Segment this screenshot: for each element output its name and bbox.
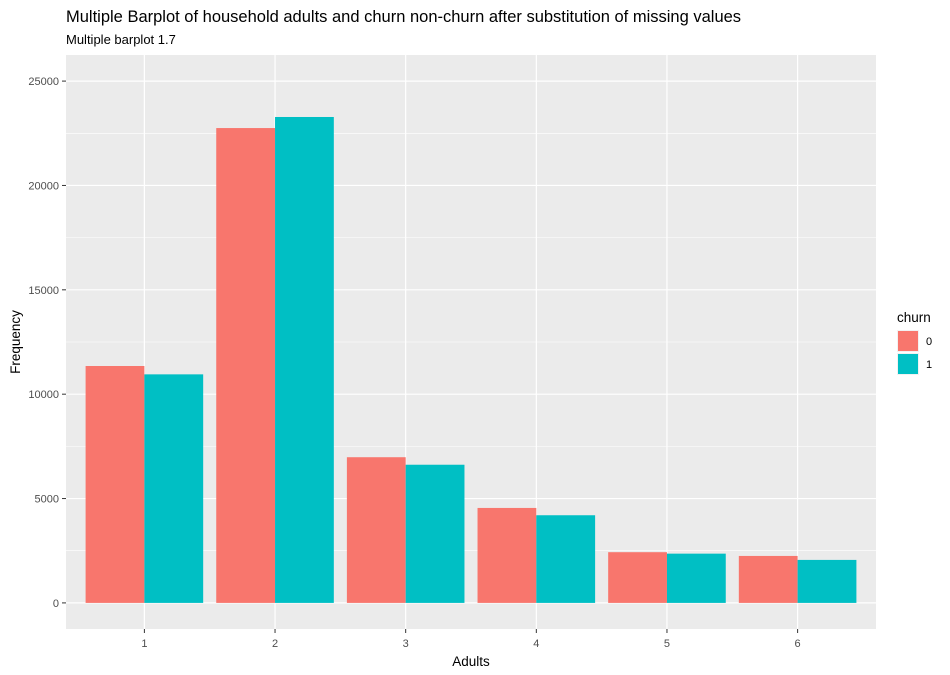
y-tick-label: 5000 (35, 494, 59, 506)
legend-items: 01 (897, 330, 932, 375)
bar (797, 559, 857, 603)
y-tick-label: 25000 (28, 76, 59, 88)
x-tick-label: 2 (272, 638, 278, 650)
y-tick-label: 20000 (28, 180, 59, 192)
x-tick-label: 5 (664, 638, 670, 650)
bar (608, 552, 667, 603)
legend-title: churn (897, 310, 931, 325)
bar (666, 553, 726, 603)
y-axis-title: Frequency (8, 310, 23, 374)
legend: churn 01 (897, 310, 932, 375)
legend-key (898, 354, 918, 374)
x-tick-label: 4 (533, 638, 539, 650)
bar (216, 128, 276, 603)
x-axis-title: Adults (452, 654, 490, 669)
chart-subtitle: Multiple barplot 1.7 (66, 32, 176, 47)
bar (346, 457, 406, 603)
x-axis-ticks: 1 2 3 4 5 6 (141, 629, 801, 650)
y-tick-label: 10000 (28, 389, 59, 401)
legend-label: 1 (926, 359, 932, 371)
y-axis-ticks: 0 5000 10000 15000 20000 25000 (28, 76, 66, 610)
bar (144, 374, 204, 603)
bar (405, 464, 465, 603)
x-tick-label: 3 (403, 638, 409, 650)
y-tick-label: 0 (53, 598, 59, 610)
bars (85, 116, 857, 603)
x-tick-label: 6 (795, 638, 801, 650)
y-tick-label: 15000 (28, 285, 59, 297)
legend-label: 0 (926, 336, 932, 348)
chart-title: Multiple Barplot of household adults and… (66, 8, 741, 26)
x-tick-label: 1 (141, 638, 147, 650)
bar (738, 555, 798, 603)
bar (477, 507, 537, 603)
bar (85, 366, 145, 603)
bar (275, 116, 334, 603)
bar (536, 515, 596, 603)
legend-key (898, 331, 918, 351)
